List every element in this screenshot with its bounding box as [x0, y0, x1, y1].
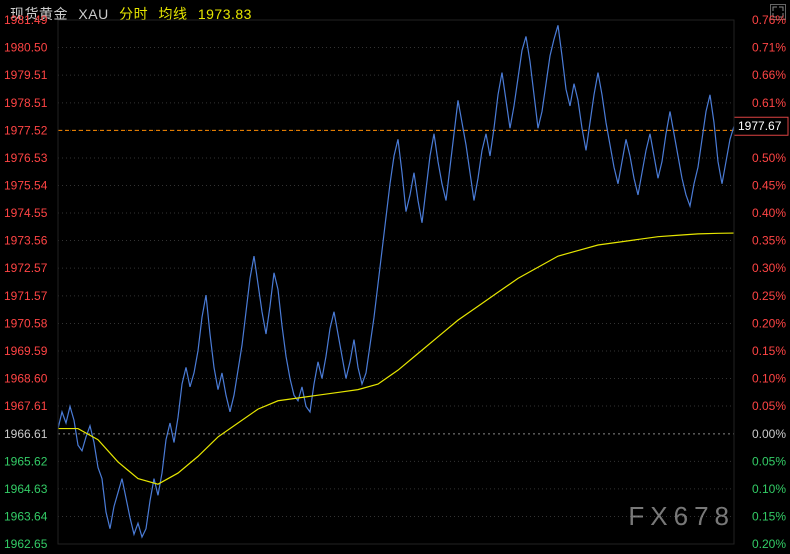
left-axis-label: 1968.60 [4, 372, 48, 386]
watermark: FX678 [628, 501, 735, 532]
left-axis-label: 1977.52 [4, 123, 48, 137]
left-axis-label: 1962.65 [4, 537, 48, 551]
left-axis-label: 1966.61 [4, 427, 48, 441]
right-axis-label: 0.00% [752, 427, 786, 441]
right-axis-label: 0.20% [752, 537, 786, 551]
price-line [58, 25, 734, 537]
left-axis-label: 1975.54 [4, 178, 48, 192]
plot-border [58, 20, 734, 544]
chart-root: 现货黄金 XAU 分时 均线 1973.83 1981.491980.50197… [0, 0, 790, 554]
chart-canvas: 1981.49 1980.50 1979.51 1978.51 1977.52 1976.… [0, 0, 790, 554]
price-tag-value: 1977.67 [738, 119, 782, 133]
left-axis-label: 1979.51 [4, 68, 48, 82]
left-axis-label: 1965.62 [4, 454, 48, 468]
left-axis-label: 1976.53 [4, 151, 48, 165]
left-axis-label: 1974.55 [4, 206, 48, 220]
left-axis-label: 1978.51 [4, 96, 48, 110]
left-axis-label: 1969.59 [4, 344, 48, 358]
right-axis-label: 0.40% [752, 206, 786, 220]
left-axis-label: 1964.63 [4, 482, 48, 496]
left-axis-label: 1971.57 [4, 289, 48, 303]
right-axis-label: 0.71% [752, 41, 786, 55]
right-axis-label: 0.61% [752, 96, 786, 110]
left-axis-label: 1981.49 [4, 13, 48, 27]
left-axis-label: 1963.64 [4, 509, 48, 523]
left-axis-label: 1973.56 [4, 234, 48, 248]
right-axis-label: 0.10% [752, 482, 786, 496]
right-axis-label: 0.10% [752, 372, 786, 386]
ma-line [58, 233, 734, 484]
right-axis-label: 0.45% [752, 178, 786, 192]
left-axis-label: 1980.50 [4, 41, 48, 55]
right-axis-label: 0.15% [752, 344, 786, 358]
left-axis-label: 1972.57 [4, 261, 48, 275]
right-axis-label: 0.50% [752, 151, 786, 165]
right-axis-label: 0.35% [752, 234, 786, 248]
right-axis-label: 0.15% [752, 509, 786, 523]
left-axis-label: 1967.61 [4, 399, 48, 413]
right-axis-label: 0.05% [752, 454, 786, 468]
right-axis-label: 0.25% [752, 289, 786, 303]
right-axis-label: 0.05% [752, 399, 786, 413]
right-axis-label: 0.20% [752, 316, 786, 330]
right-axis-label: 0.30% [752, 261, 786, 275]
right-axis-label: 0.66% [752, 68, 786, 82]
left-axis-label: 1970.58 [4, 316, 48, 330]
right-axis-label: 0.76% [752, 13, 786, 27]
